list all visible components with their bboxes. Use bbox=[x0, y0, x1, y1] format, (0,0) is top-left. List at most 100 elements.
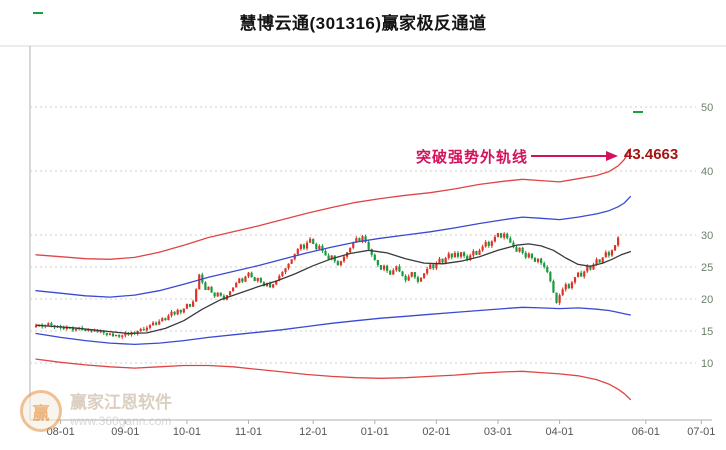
candle-body bbox=[182, 308, 185, 313]
candle-body bbox=[487, 242, 490, 246]
candle-body bbox=[426, 268, 429, 274]
candle-body bbox=[99, 330, 102, 333]
candle-body bbox=[167, 315, 170, 321]
candle-body bbox=[250, 272, 253, 278]
x-axis-label: 06-01 bbox=[632, 426, 660, 438]
candle-body bbox=[422, 273, 426, 278]
candle-body bbox=[506, 233, 509, 239]
candle-body bbox=[170, 311, 173, 316]
candle-body bbox=[601, 257, 604, 263]
candle-body bbox=[401, 271, 404, 276]
candle-body bbox=[429, 264, 432, 269]
candle-body bbox=[376, 259, 379, 266]
candle-body bbox=[275, 280, 278, 285]
candle-body bbox=[327, 255, 330, 260]
x-axis-label: 11-01 bbox=[235, 426, 262, 438]
candle-body bbox=[213, 292, 216, 297]
candle-body bbox=[96, 330, 99, 333]
candle-body bbox=[592, 264, 595, 270]
candle-body bbox=[124, 333, 127, 336]
candle-body bbox=[586, 266, 589, 272]
candle-body bbox=[496, 233, 500, 237]
x-axis-label: 12-01 bbox=[299, 426, 327, 438]
candle-body bbox=[570, 282, 574, 289]
candle-body bbox=[447, 253, 450, 259]
candle-body bbox=[93, 330, 96, 332]
lower-outer-rail bbox=[35, 358, 632, 401]
candle-body bbox=[389, 270, 392, 275]
candle-body bbox=[47, 323, 50, 326]
middle-rail bbox=[35, 243, 632, 335]
candle-body bbox=[238, 278, 241, 283]
x-axis-label: 09-01 bbox=[111, 426, 139, 438]
candle-body bbox=[114, 334, 118, 337]
candle-body bbox=[441, 258, 444, 263]
candle-body bbox=[318, 245, 321, 250]
candle-body bbox=[373, 254, 376, 260]
candle-body bbox=[410, 272, 413, 277]
candle-body bbox=[355, 238, 358, 243]
candle-body bbox=[312, 238, 315, 244]
y-axis-label: 40 bbox=[701, 166, 713, 178]
candle-body bbox=[210, 286, 213, 293]
candle-body bbox=[179, 309, 182, 313]
candle-body bbox=[309, 238, 312, 243]
candle-body bbox=[518, 247, 521, 252]
candle-body bbox=[241, 278, 244, 282]
candle-body bbox=[589, 266, 592, 270]
candle-body bbox=[509, 238, 512, 243]
upper-outer-rail bbox=[35, 148, 632, 260]
candle-body bbox=[65, 327, 68, 330]
candle-body bbox=[161, 318, 164, 322]
candle-body bbox=[472, 250, 475, 256]
candle-body bbox=[540, 258, 543, 264]
candle-body bbox=[435, 263, 438, 269]
candle-body bbox=[164, 318, 167, 321]
candle-body bbox=[573, 277, 577, 283]
candle-body bbox=[459, 252, 463, 257]
candle-body bbox=[50, 323, 53, 326]
candle-body bbox=[530, 253, 533, 259]
candle-body bbox=[555, 292, 558, 303]
candle-body bbox=[493, 236, 497, 242]
candle-body bbox=[613, 245, 617, 251]
candle-body bbox=[352, 242, 355, 248]
candle-body bbox=[287, 263, 290, 269]
candle-body bbox=[118, 334, 121, 337]
candle-body bbox=[34, 325, 38, 328]
candle-body bbox=[136, 330, 139, 334]
breakout-annotation-label: 突破强势外轨线 bbox=[415, 149, 528, 166]
candle-body bbox=[413, 272, 416, 278]
candle-body bbox=[527, 253, 530, 258]
candle-body bbox=[176, 309, 179, 315]
x-axis-label: 01-01 bbox=[361, 426, 389, 438]
candle-body bbox=[155, 322, 158, 325]
candle-body bbox=[444, 258, 447, 263]
candle-body bbox=[386, 265, 389, 271]
candle-body bbox=[121, 335, 124, 337]
candle-body bbox=[515, 247, 518, 252]
candle-body bbox=[478, 250, 481, 255]
candle-body bbox=[450, 253, 453, 258]
candle-body bbox=[463, 252, 466, 257]
candle-body bbox=[419, 277, 423, 282]
candle-body bbox=[62, 327, 65, 330]
candle-body bbox=[145, 327, 148, 331]
candle-body bbox=[290, 259, 293, 264]
candle-body bbox=[222, 295, 225, 300]
candle-body bbox=[191, 301, 195, 307]
candle-body bbox=[84, 329, 87, 331]
candle-body bbox=[139, 329, 142, 331]
candle-body bbox=[552, 281, 555, 293]
candle-body bbox=[549, 272, 552, 282]
candle-body bbox=[610, 250, 614, 256]
candle-body bbox=[503, 233, 506, 238]
candle-body bbox=[364, 236, 367, 243]
candle-body bbox=[595, 259, 598, 265]
candle-body bbox=[228, 291, 232, 296]
y-axis-label: 30 bbox=[701, 230, 713, 242]
x-axis-label: 07-01 bbox=[687, 426, 715, 438]
candle-body bbox=[232, 287, 235, 292]
lower-inner-rail bbox=[35, 306, 632, 346]
